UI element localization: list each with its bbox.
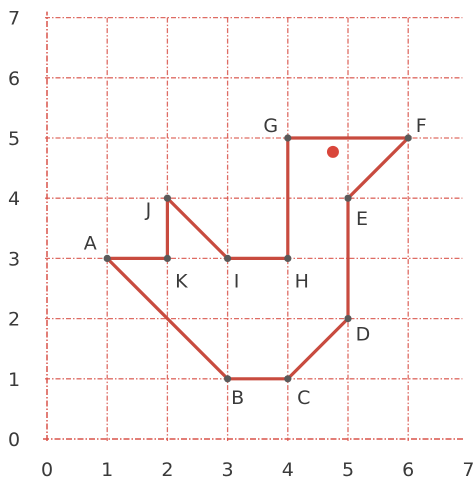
vertex-point-j <box>163 194 171 202</box>
vertex-points <box>103 134 412 383</box>
vertex-point-b <box>224 375 232 383</box>
y-tick-label: 1 <box>8 369 20 391</box>
y-tick-label: 6 <box>8 68 20 90</box>
y-tick-label: 2 <box>8 309 20 331</box>
x-tick-label: 2 <box>161 459 173 481</box>
polygon-outline <box>105 136 413 381</box>
vertex-label-f: F <box>416 115 427 137</box>
vertex-label-i: I <box>234 270 240 292</box>
vertex-point-h <box>284 254 292 262</box>
x-tick-label: 7 <box>462 459 473 481</box>
vertex-label-h: H <box>295 270 309 292</box>
marker-dot <box>326 145 339 158</box>
y-tick-label: 5 <box>8 128 20 150</box>
vertex-point-d <box>344 315 352 323</box>
polygon-shape <box>105 136 413 381</box>
vertex-point-g <box>284 134 292 142</box>
y-tick-label: 4 <box>8 188 20 210</box>
vertex-labels: A B C D E F G H I J K <box>84 115 427 409</box>
vertex-label-k: K <box>175 270 188 292</box>
vertex-label-b: B <box>231 387 244 409</box>
vertex-point-e <box>344 194 352 202</box>
x-tick-label: 0 <box>41 459 53 481</box>
x-tick-label: 4 <box>282 459 294 481</box>
vertex-label-e: E <box>356 208 368 230</box>
vertex-label-d: D <box>356 324 371 346</box>
vertex-point-i <box>224 254 232 262</box>
vertex-point-k <box>163 254 171 262</box>
x-tick-label: 1 <box>101 459 113 481</box>
x-tick-label: 6 <box>402 459 414 481</box>
x-tick-label: 3 <box>222 459 234 481</box>
tick-labels: 0 1 2 3 4 5 6 7 0 1 2 3 4 5 6 7 <box>8 8 473 481</box>
vertex-point-f <box>404 134 412 142</box>
y-tick-label: 0 <box>8 429 20 451</box>
vertex-label-c: C <box>297 387 310 409</box>
axes <box>43 11 465 441</box>
vertex-point-a <box>103 254 111 262</box>
vertex-label-g: G <box>263 115 278 137</box>
y-tick-label: 7 <box>8 8 20 30</box>
vertex-label-j: J <box>145 199 152 221</box>
vertex-point-c <box>284 375 292 383</box>
vertex-label-a: A <box>84 232 97 254</box>
y-tick-label: 3 <box>8 248 20 270</box>
x-tick-label: 5 <box>342 459 354 481</box>
